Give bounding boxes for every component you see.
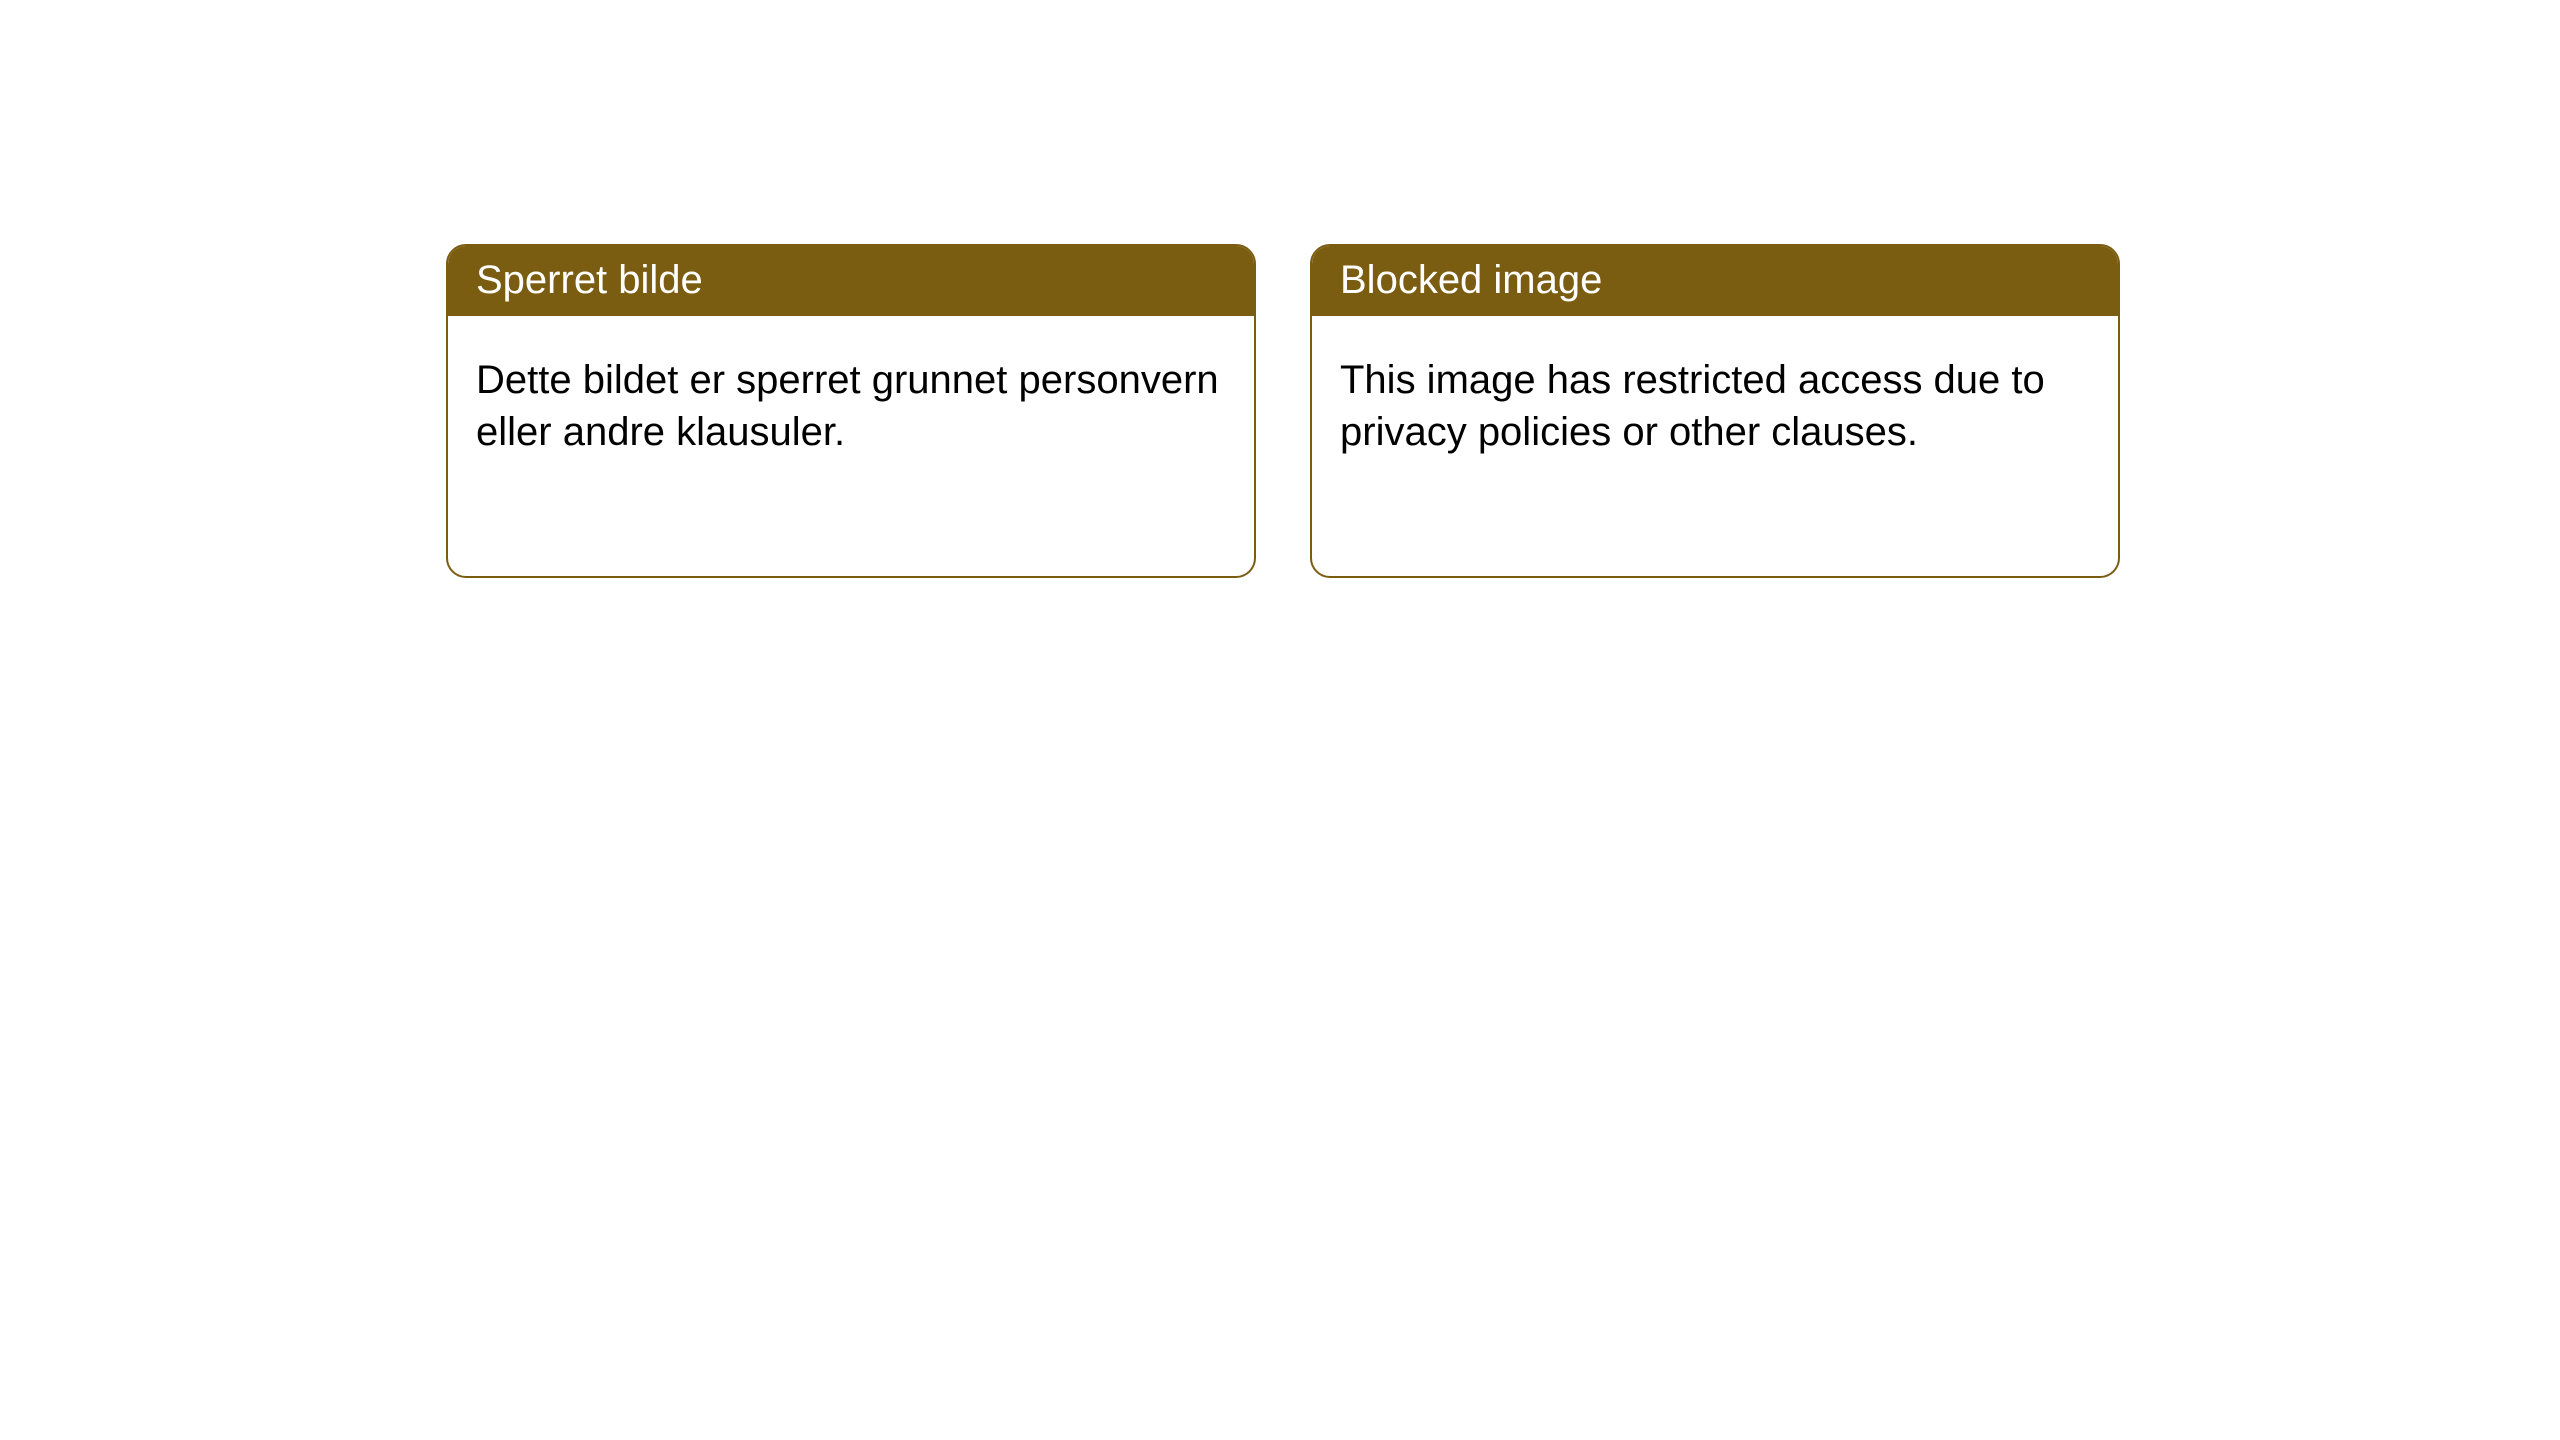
notice-card-english: Blocked image This image has restricted … <box>1310 244 2120 578</box>
notice-body: This image has restricted access due to … <box>1312 316 2118 486</box>
notice-card-norwegian: Sperret bilde Dette bildet er sperret gr… <box>446 244 1256 578</box>
notice-title: Blocked image <box>1312 246 2118 316</box>
notice-container: Sperret bilde Dette bildet er sperret gr… <box>0 0 2560 578</box>
notice-body: Dette bildet er sperret grunnet personve… <box>448 316 1254 486</box>
notice-title: Sperret bilde <box>448 246 1254 316</box>
